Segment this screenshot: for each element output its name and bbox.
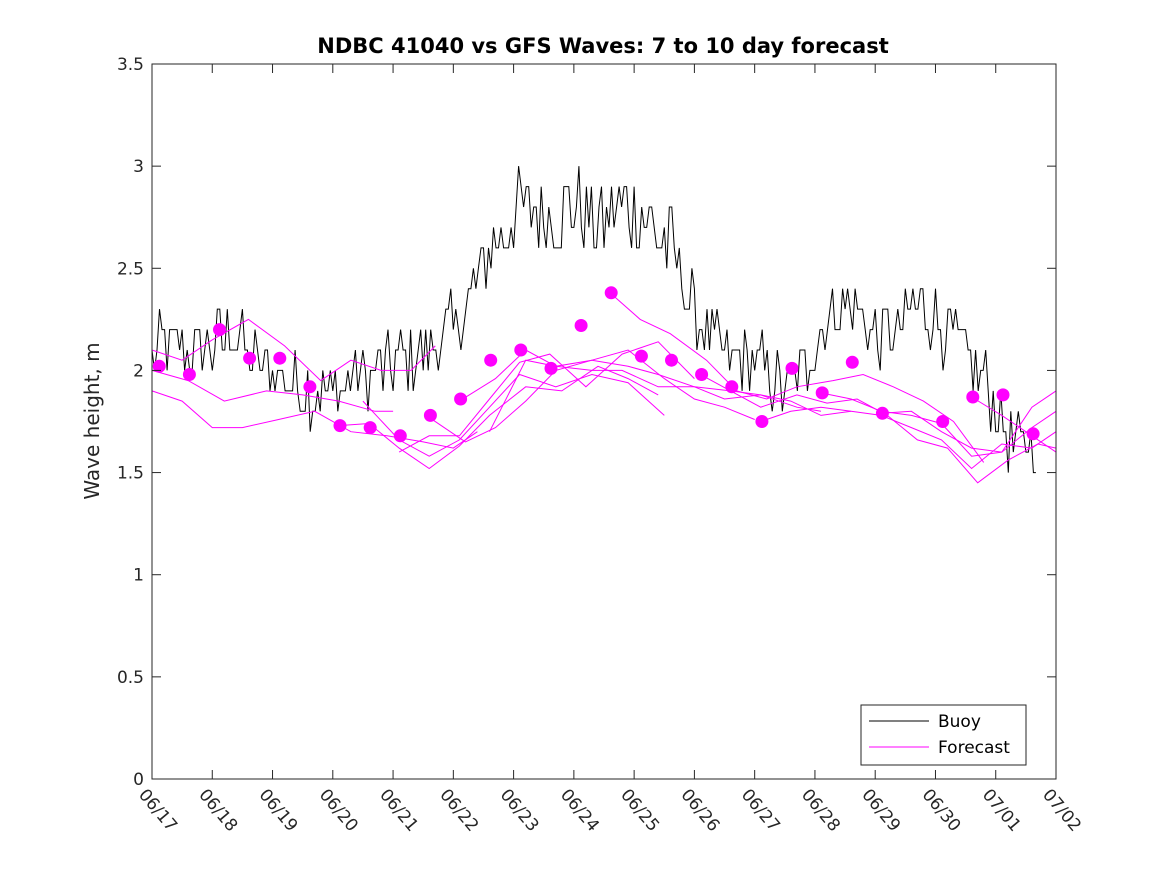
forecast-point-21	[755, 415, 769, 428]
forecast-line-1	[151, 318, 436, 382]
forecast-point-22	[785, 361, 799, 375]
forecast-line-15	[971, 396, 1057, 453]
forecast-point-15	[574, 319, 588, 332]
forecast-point-20	[725, 380, 739, 394]
forecast-point-6	[303, 380, 317, 394]
y-tick-label: 1	[133, 566, 144, 586]
forecast-point-13	[514, 343, 528, 357]
forecast-point-27	[966, 390, 980, 404]
legend-box	[860, 704, 1027, 766]
y-tick-label: 1.5	[117, 464, 144, 484]
x-tick-label: 06/24	[556, 785, 603, 835]
forecast-point-17	[634, 349, 648, 363]
forecast-point-16	[604, 286, 618, 300]
forecast-point-7	[333, 419, 347, 433]
x-tick-label: 07/02	[1038, 785, 1085, 835]
forecast-line-12	[760, 406, 1057, 470]
forecast-point-5	[273, 351, 287, 365]
forecast-point-19	[695, 368, 709, 381]
forecast-point-29	[1026, 427, 1040, 441]
x-tick-label: 06/19	[255, 785, 302, 835]
forecast-point-2	[182, 368, 196, 381]
forecast-point-4	[243, 351, 257, 365]
x-tick-label: 06/23	[496, 785, 543, 835]
forecast-point-12	[484, 353, 498, 367]
legend-label-buoy: Buoy	[938, 712, 981, 732]
forecast-point-14	[544, 361, 558, 375]
forecast-line-7	[428, 349, 755, 443]
forecast-point-24	[845, 355, 859, 369]
buoy-series-line	[151, 166, 1036, 474]
forecast-point-18	[665, 353, 678, 367]
forecast-point-26	[936, 415, 950, 428]
forecast-line-6	[398, 341, 695, 453]
forecast-point-25	[875, 406, 889, 420]
x-tick-label: 06/18	[194, 785, 241, 835]
forecast-point-23	[815, 386, 829, 400]
forecast-point-8	[363, 421, 377, 435]
x-tick-label: 06/22	[435, 785, 482, 835]
y-tick-label: 3.5	[117, 55, 144, 75]
forecast-line-4	[338, 365, 659, 470]
x-tick-label: 06/27	[737, 785, 784, 835]
forecast-point-10	[423, 408, 437, 422]
forecast-point-1	[152, 359, 166, 373]
x-tick-label: 06/28	[797, 785, 844, 835]
forecast-point-28	[996, 388, 1010, 402]
forecast-line-5	[362, 373, 665, 457]
forecast-line-10	[609, 292, 985, 463]
x-tick-label: 06/25	[616, 785, 663, 835]
forecast-line-14	[881, 390, 1057, 453]
x-tick-label: 06/29	[857, 785, 904, 835]
x-tick-label: 06/20	[315, 785, 362, 835]
forecast-point-11	[454, 392, 468, 406]
y-tick-label: 3	[133, 157, 144, 177]
forecast-line-3	[151, 390, 478, 449]
x-tick-label: 06/21	[375, 785, 422, 835]
y-axis-label: Wave height, m	[80, 342, 104, 499]
legend: Buoy Forecast	[860, 704, 1027, 766]
y-tick-label: 2.5	[117, 259, 144, 279]
forecast-point-3	[213, 323, 226, 337]
y-tick-label: 0	[133, 770, 144, 790]
axes-box	[151, 63, 1057, 780]
x-tick-label: 06/26	[677, 785, 724, 835]
x-tick-label: 06/30	[918, 785, 965, 835]
plot-area	[151, 166, 1057, 484]
forecast-point-9	[393, 429, 407, 443]
legend-label-forecast: Forecast	[938, 738, 1010, 758]
y-tick-label: 0.5	[117, 668, 144, 688]
y-tick-label: 2	[133, 361, 144, 381]
x-tick-label: 07/01	[978, 785, 1025, 835]
chart-title: NDBC 41040 vs GFS Waves: 7 to 10 day for…	[317, 34, 888, 58]
x-tick-label: 06/17	[134, 785, 181, 835]
forecast-line-2	[151, 369, 394, 412]
